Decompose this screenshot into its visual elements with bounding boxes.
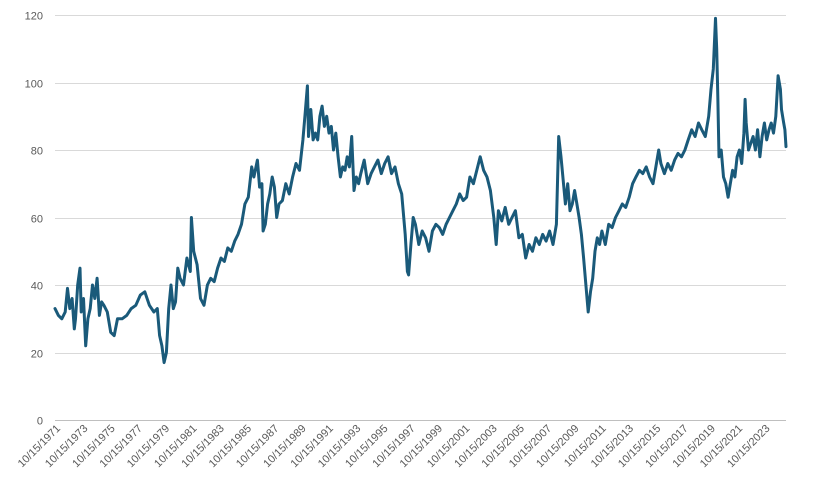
series-line-0 (53, 16, 788, 365)
y-axis-tick-labels: 0 20 40 60 80 100 120 (25, 11, 43, 428)
y-tick-label: 100 (25, 79, 43, 91)
y-tick-label: 0 (37, 416, 43, 428)
y-tick-label: 20 (31, 349, 43, 361)
y-tick-label: 60 (31, 214, 43, 226)
x-axis-tick-labels: 10/15/197110/15/197310/15/197510/15/1977… (16, 423, 773, 470)
y-tick-label: 40 (31, 281, 43, 293)
y-tick-label: 120 (25, 11, 43, 23)
series-layer (53, 16, 788, 365)
y-tick-label: 80 (31, 146, 43, 158)
